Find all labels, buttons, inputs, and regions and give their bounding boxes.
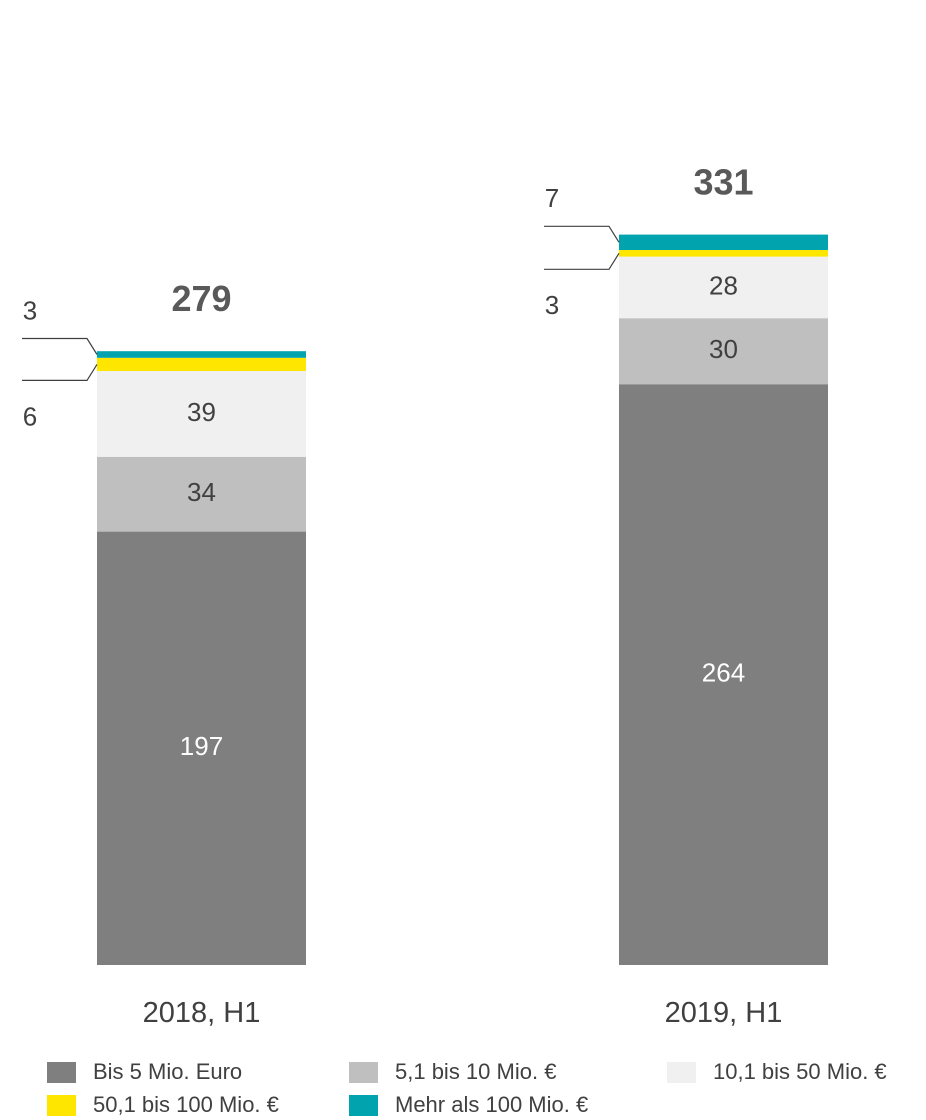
legend-label: 50,1 bis 100 Mio. € xyxy=(93,1092,279,1117)
callout-line-bottom xyxy=(544,252,620,270)
legend-label: 10,1 bis 50 Mio. € xyxy=(713,1059,887,1084)
legend-swatch xyxy=(47,1062,76,1083)
bar-segment xyxy=(619,234,828,250)
segment-value-label: 28 xyxy=(709,270,738,300)
bar-segment xyxy=(619,250,828,257)
legend-swatch xyxy=(349,1062,378,1083)
segment-value-label: 39 xyxy=(187,397,216,427)
legend-label: Bis 5 Mio. Euro xyxy=(93,1059,242,1084)
callout-label-bottom: 6 xyxy=(23,401,37,431)
bars-layer xyxy=(97,234,828,965)
segment-value-label: 264 xyxy=(702,657,745,687)
bar-segment xyxy=(97,371,306,457)
category-label: 2019, H1 xyxy=(665,997,783,1029)
legend: Bis 5 Mio. Euro 5,1 bis 10 Mio. € 10,1 bis… xyxy=(47,1059,887,1117)
category-label: 2018, H1 xyxy=(143,997,261,1029)
segment-value-label: 34 xyxy=(187,477,216,507)
bar-segment xyxy=(619,318,828,385)
segment-value-label: 197 xyxy=(180,731,223,761)
labels-layer: 197 34 39 279 2018, H1 3 6 264 30 28 331 2019, H1 7 3 xyxy=(22,162,782,1029)
bar-segment xyxy=(97,531,306,965)
legend-swatch xyxy=(667,1062,696,1083)
legend-label: 5,1 bis 10 Mio. € xyxy=(395,1059,556,1084)
legend-swatch xyxy=(349,1095,378,1116)
callout-line-bottom xyxy=(22,364,98,381)
bar-segment xyxy=(97,357,306,371)
bar-segment xyxy=(619,256,828,319)
bar-segment xyxy=(97,456,306,532)
callout-line-top xyxy=(22,337,98,355)
callout-label-top: 7 xyxy=(545,183,559,213)
bar-segment xyxy=(619,384,828,965)
legend-swatch xyxy=(47,1095,76,1116)
legend-label: Mehr als 100 Mio. € xyxy=(395,1092,588,1117)
bar-segment xyxy=(97,351,306,358)
callout-label-top: 3 xyxy=(23,295,37,325)
callout-label-bottom: 3 xyxy=(545,290,559,320)
bar-total-label: 331 xyxy=(693,162,753,203)
bar-total-label: 279 xyxy=(171,278,231,319)
segment-value-label: 30 xyxy=(709,334,738,364)
callout-line-top xyxy=(544,225,620,243)
